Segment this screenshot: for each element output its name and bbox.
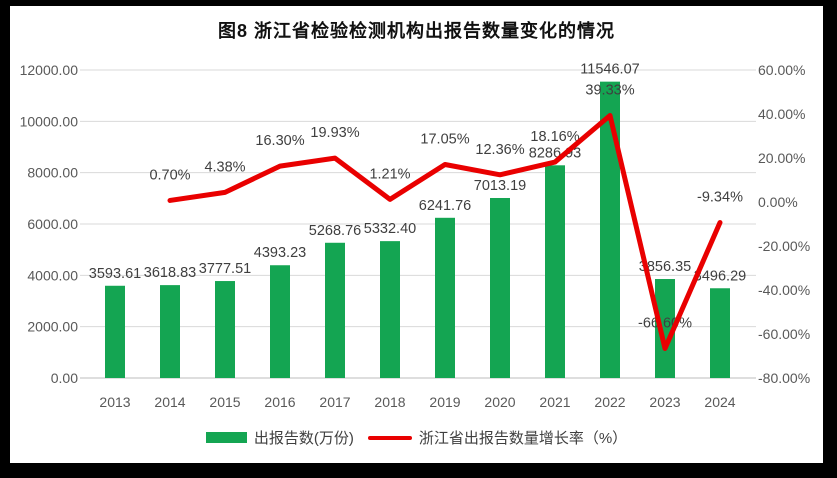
y-axis-tick-left: 4000.00 xyxy=(27,267,78,283)
bar-2024 xyxy=(710,288,730,378)
growth-label-2020: 12.36% xyxy=(475,142,524,158)
bar-2019 xyxy=(435,217,455,378)
bar-label-2017: 5268.76 xyxy=(309,223,361,239)
y-axis-tick-right: 40.00% xyxy=(758,106,805,122)
bar-label-2016: 4393.23 xyxy=(254,245,306,261)
growth-label-2022: 39.33% xyxy=(585,82,634,98)
x-axis-label-2019: 2019 xyxy=(429,394,460,410)
x-axis-label-2020: 2020 xyxy=(484,394,515,410)
legend-item-bars: 出报告数(万份) xyxy=(205,427,354,448)
bar-label-2022: 11546.07 xyxy=(580,62,639,78)
bar-label-2014: 3618.83 xyxy=(144,265,196,281)
chart-title: 图8 浙江省检验检测机构出报告数量变化的情况 xyxy=(217,21,615,41)
bar-2022 xyxy=(600,81,620,378)
legend: 出报告数(万份) 浙江省出报告数量增长率（%） xyxy=(10,427,823,448)
line-series-label: 浙江省出报告数量增长率（%） xyxy=(418,430,628,447)
y-axis-tick-right: -60.00% xyxy=(758,326,810,342)
y-axis-tick-left: 10000.00 xyxy=(20,113,79,129)
bar-label-2018: 5332.40 xyxy=(364,221,416,237)
y-axis-tick-left: 6000.00 xyxy=(27,216,78,232)
growth-label-2021: 18.16% xyxy=(530,129,579,145)
bar-2013 xyxy=(105,285,125,378)
bar-label-2013: 3593.61 xyxy=(89,266,141,282)
x-axis-label-2014: 2014 xyxy=(154,394,185,410)
growth-label-2014: 0.70% xyxy=(149,167,190,183)
growth-line xyxy=(167,112,723,352)
y-axis-tick-right: -20.00% xyxy=(758,238,810,254)
y-axis-tick-right: 20.00% xyxy=(758,150,805,166)
chart-canvas: 0.00 2000.00 4000.00 6000.00 8000.00 10000.00… xyxy=(10,6,823,463)
growth-label-2015: 4.38% xyxy=(204,159,245,175)
x-axis-label-2023: 2023 xyxy=(649,394,680,410)
y-axis-tick-left: 0.00 xyxy=(51,370,78,386)
bar-series-label: 出报告数(万份) xyxy=(253,430,354,447)
x-axis-label-2013: 2013 xyxy=(99,394,130,410)
bar-label-2015: 3777.51 xyxy=(199,261,251,277)
y-axis-tick-right: 0.00% xyxy=(758,194,798,210)
y-axis-tick-left: 8000.00 xyxy=(27,165,78,181)
y-axis-tick-left: 12000.00 xyxy=(20,62,79,78)
legend-item-line: 浙江省出报告数量增长率（%） xyxy=(367,427,628,448)
y-axis-tick-right: 60.00% xyxy=(758,62,805,78)
growth-label-2023: -66.60% xyxy=(638,316,692,332)
bar-2020 xyxy=(490,197,510,378)
bar-label-2019: 6241.76 xyxy=(419,198,471,214)
bar-2014 xyxy=(160,285,180,378)
plot-area: 0.00 2000.00 4000.00 6000.00 8000.00 10000.00… xyxy=(20,62,811,410)
x-axis-label-2024: 2024 xyxy=(704,394,735,410)
growth-label-2024: -9.34% xyxy=(697,190,743,206)
x-axis-label-2015: 2015 xyxy=(209,394,240,410)
bar-label-2023: 3856.35 xyxy=(639,259,691,275)
bar-2018 xyxy=(380,241,400,378)
x-axis-label-2016: 2016 xyxy=(264,394,295,410)
growth-label-2016: 16.30% xyxy=(255,133,304,149)
x-axis-label-2018: 2018 xyxy=(374,394,405,410)
bar-2016 xyxy=(270,265,290,378)
y-axis-tick-right: -80.00% xyxy=(758,370,810,386)
x-axis-label-2021: 2021 xyxy=(539,394,570,410)
bar-2015 xyxy=(215,281,235,378)
x-axis-label-2017: 2017 xyxy=(319,394,350,410)
bar-2023 xyxy=(655,279,675,378)
y-axis-tick-right: -40.00% xyxy=(758,282,810,298)
bar-series-swatch-icon xyxy=(205,432,247,443)
bar-2017 xyxy=(325,242,345,378)
y-axis-tick-left: 2000.00 xyxy=(27,319,78,335)
x-axis-label-2022: 2022 xyxy=(594,394,625,410)
growth-label-2018: 1.21% xyxy=(369,166,410,182)
bar-label-2020: 7013.19 xyxy=(474,178,526,194)
growth-label-2019: 17.05% xyxy=(420,131,469,147)
line-series-swatch-icon xyxy=(367,435,412,440)
growth-label-2017: 19.93% xyxy=(310,125,359,141)
bar-label-2024: 3496.29 xyxy=(694,268,746,284)
bar-2021 xyxy=(545,165,565,378)
